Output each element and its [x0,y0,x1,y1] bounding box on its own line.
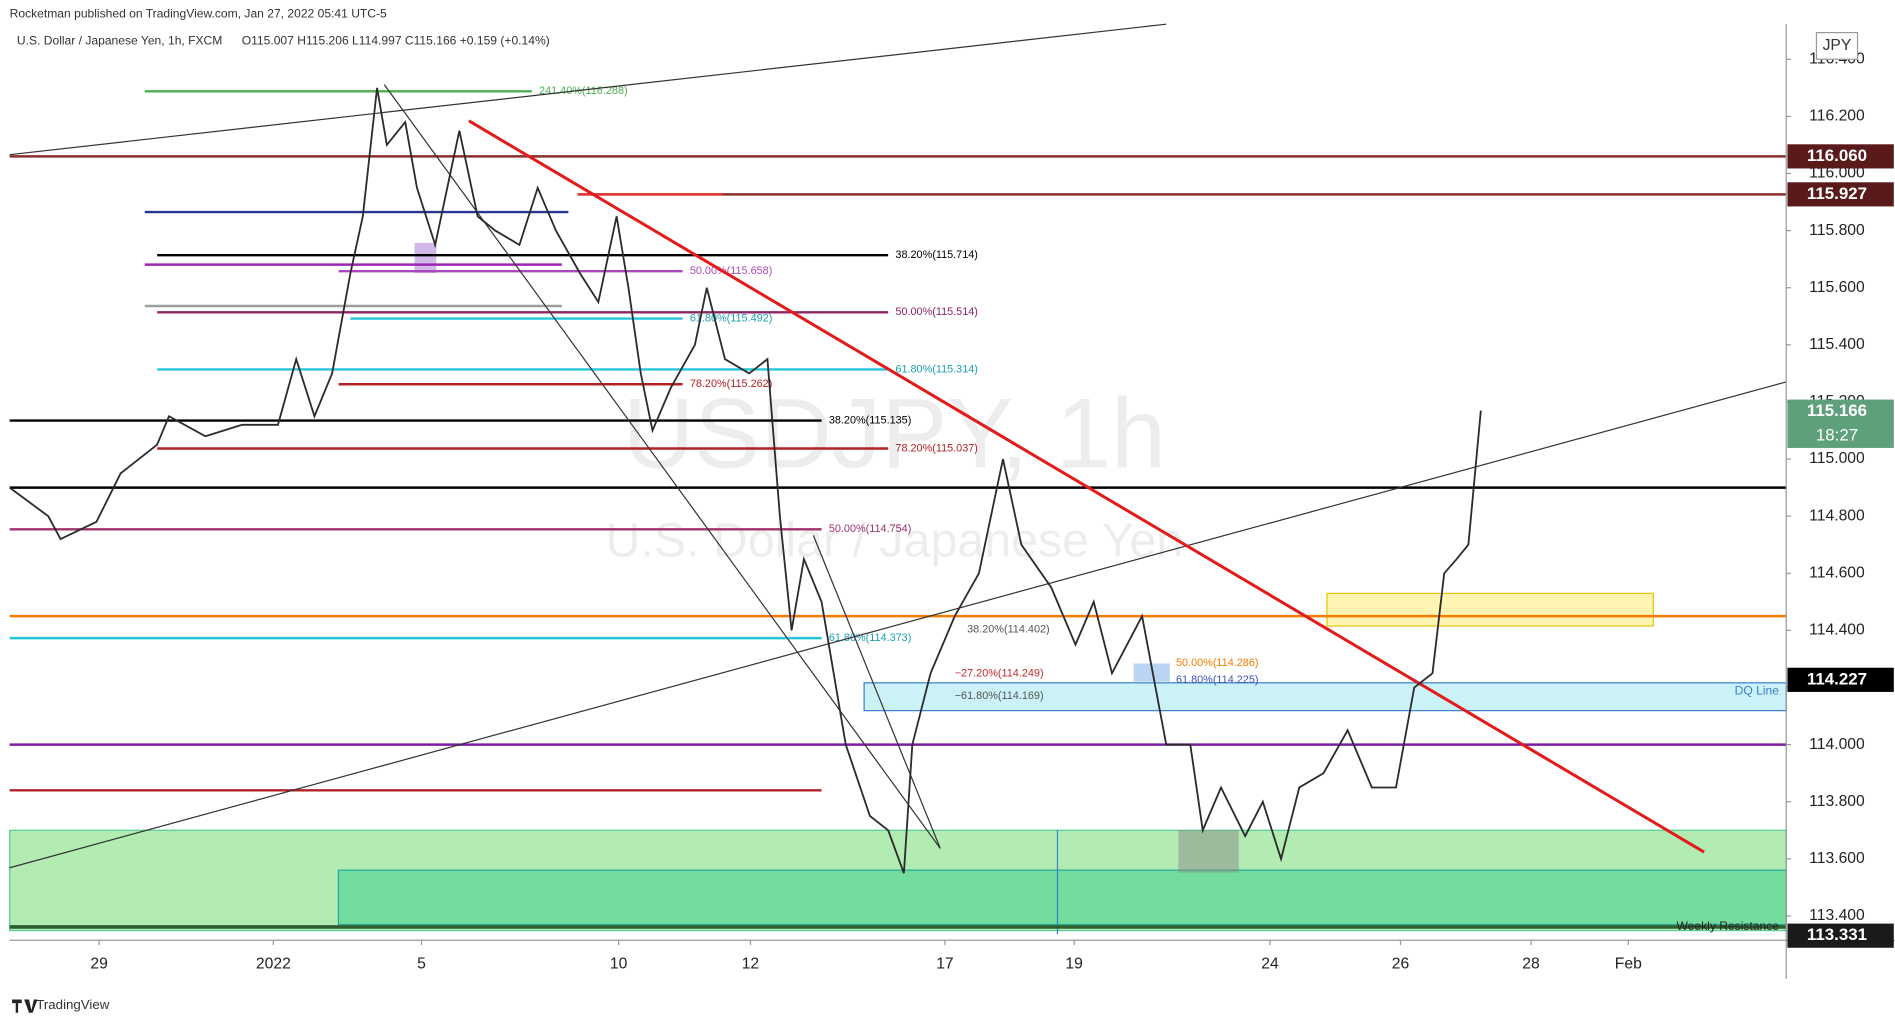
countdown: 18:27 [1816,425,1858,444]
publisher: Rocketman published on TradingView.com, … [10,7,387,21]
range-box [1178,830,1239,873]
demand-box [1326,592,1654,627]
y-tick-label: 116.000 [1809,165,1865,182]
x-tick-label: 24 [1261,956,1279,973]
price-tag [1787,667,1894,692]
chart-title: U.S. Dollar / Japanese Yen, 1h, FXCM [17,33,222,47]
fib-note: 38.20%(114.402) [967,624,1050,636]
trendline [812,535,941,849]
range-box [414,242,437,274]
currency-box[interactable] [1815,32,1859,60]
fib-note: 61.80%(114.225) [1176,674,1259,686]
watermark-sub: U.S. Dollar / Japanese Yen [606,514,1184,568]
fib-label: 78.20%(115.037) [895,442,978,454]
fib-label: 50.00%(115.658) [690,265,773,277]
dq-zone [863,682,1787,712]
fib-label: 38.20%(115.714) [895,249,978,261]
x-tick-label: 26 [1392,956,1410,973]
fib-note: 50.00%(114.286) [1176,657,1259,669]
y-tick-label: 113.600 [1809,850,1865,867]
y-tick-label: 113.400 [1809,907,1865,924]
ohlc: O115.007 H115.206 L114.997 C115.166 +0.1… [242,33,550,47]
price-tag-label: 115.927 [1807,184,1867,203]
x-tick-label: 12 [742,956,759,973]
x-tick-label: Feb [1615,956,1642,973]
x-tick-label: 10 [610,956,628,973]
price-tag [1787,144,1894,169]
y-tick-label: 115.000 [1809,450,1865,467]
support-zone-inner [337,869,1787,926]
fib-label: 61.80%(115.314) [895,363,978,375]
price-tag [1787,182,1894,207]
range-box [1133,663,1170,682]
y-tick-label: 113.800 [1809,793,1865,810]
fib-label: 78.20%(115.262) [690,378,773,390]
x-tick-label: 29 [90,956,107,973]
fib-note: −61.80%(114.169) [955,690,1044,702]
downtrend-line [468,119,1705,854]
price-tag [1787,399,1894,448]
y-tick-label: 115.600 [1809,279,1865,296]
x-tick-label: 28 [1522,956,1540,973]
fib-label: 38.20%(115.135) [829,414,912,426]
currency: JPY [1823,37,1852,54]
fib-label: 61.80%(114.373) [829,632,912,644]
fib-note: −27.20%(114.249) [955,667,1044,679]
fib-label: 50.00%(114.754) [829,523,912,535]
x-tick-label: 2022 [256,956,291,973]
x-tick-label: 17 [936,956,953,973]
y-tick-label: 114.600 [1809,564,1865,581]
logo-icon [12,999,38,1013]
dq-label: DQ Line [1735,683,1780,697]
price-tag [1787,923,1894,948]
price-tag-label: 113.331 [1807,925,1867,944]
fib-label: 50.00%(115.514) [895,306,978,318]
trendline [9,381,1787,869]
y-tick-label: 114.000 [1809,736,1865,753]
price-tag-label: 115.166 [1807,401,1867,420]
y-tick-label: 115.400 [1809,336,1865,353]
price-tag-label: 116.060 [1807,146,1867,165]
y-tick-label: 116.200 [1809,108,1865,125]
price-line [9,87,1482,874]
y-tick-label: 114.400 [1809,622,1865,639]
fib-label: 241.40%(116.288) [539,85,628,97]
weekly-label: Weekly Resistance [1676,919,1779,933]
price-tag-label: 114.227 [1807,669,1867,688]
fib-label: 61.80%(115.492) [690,312,773,324]
logo: TradingView [36,997,109,1012]
y-tick-label: 115.800 [1809,222,1865,239]
trendline [9,23,1167,156]
y-tick-label: 114.800 [1809,507,1865,524]
watermark: USDJPY, 1h [623,378,1166,489]
x-tick-label: 19 [1065,956,1082,973]
x-tick-label: 5 [417,956,426,973]
